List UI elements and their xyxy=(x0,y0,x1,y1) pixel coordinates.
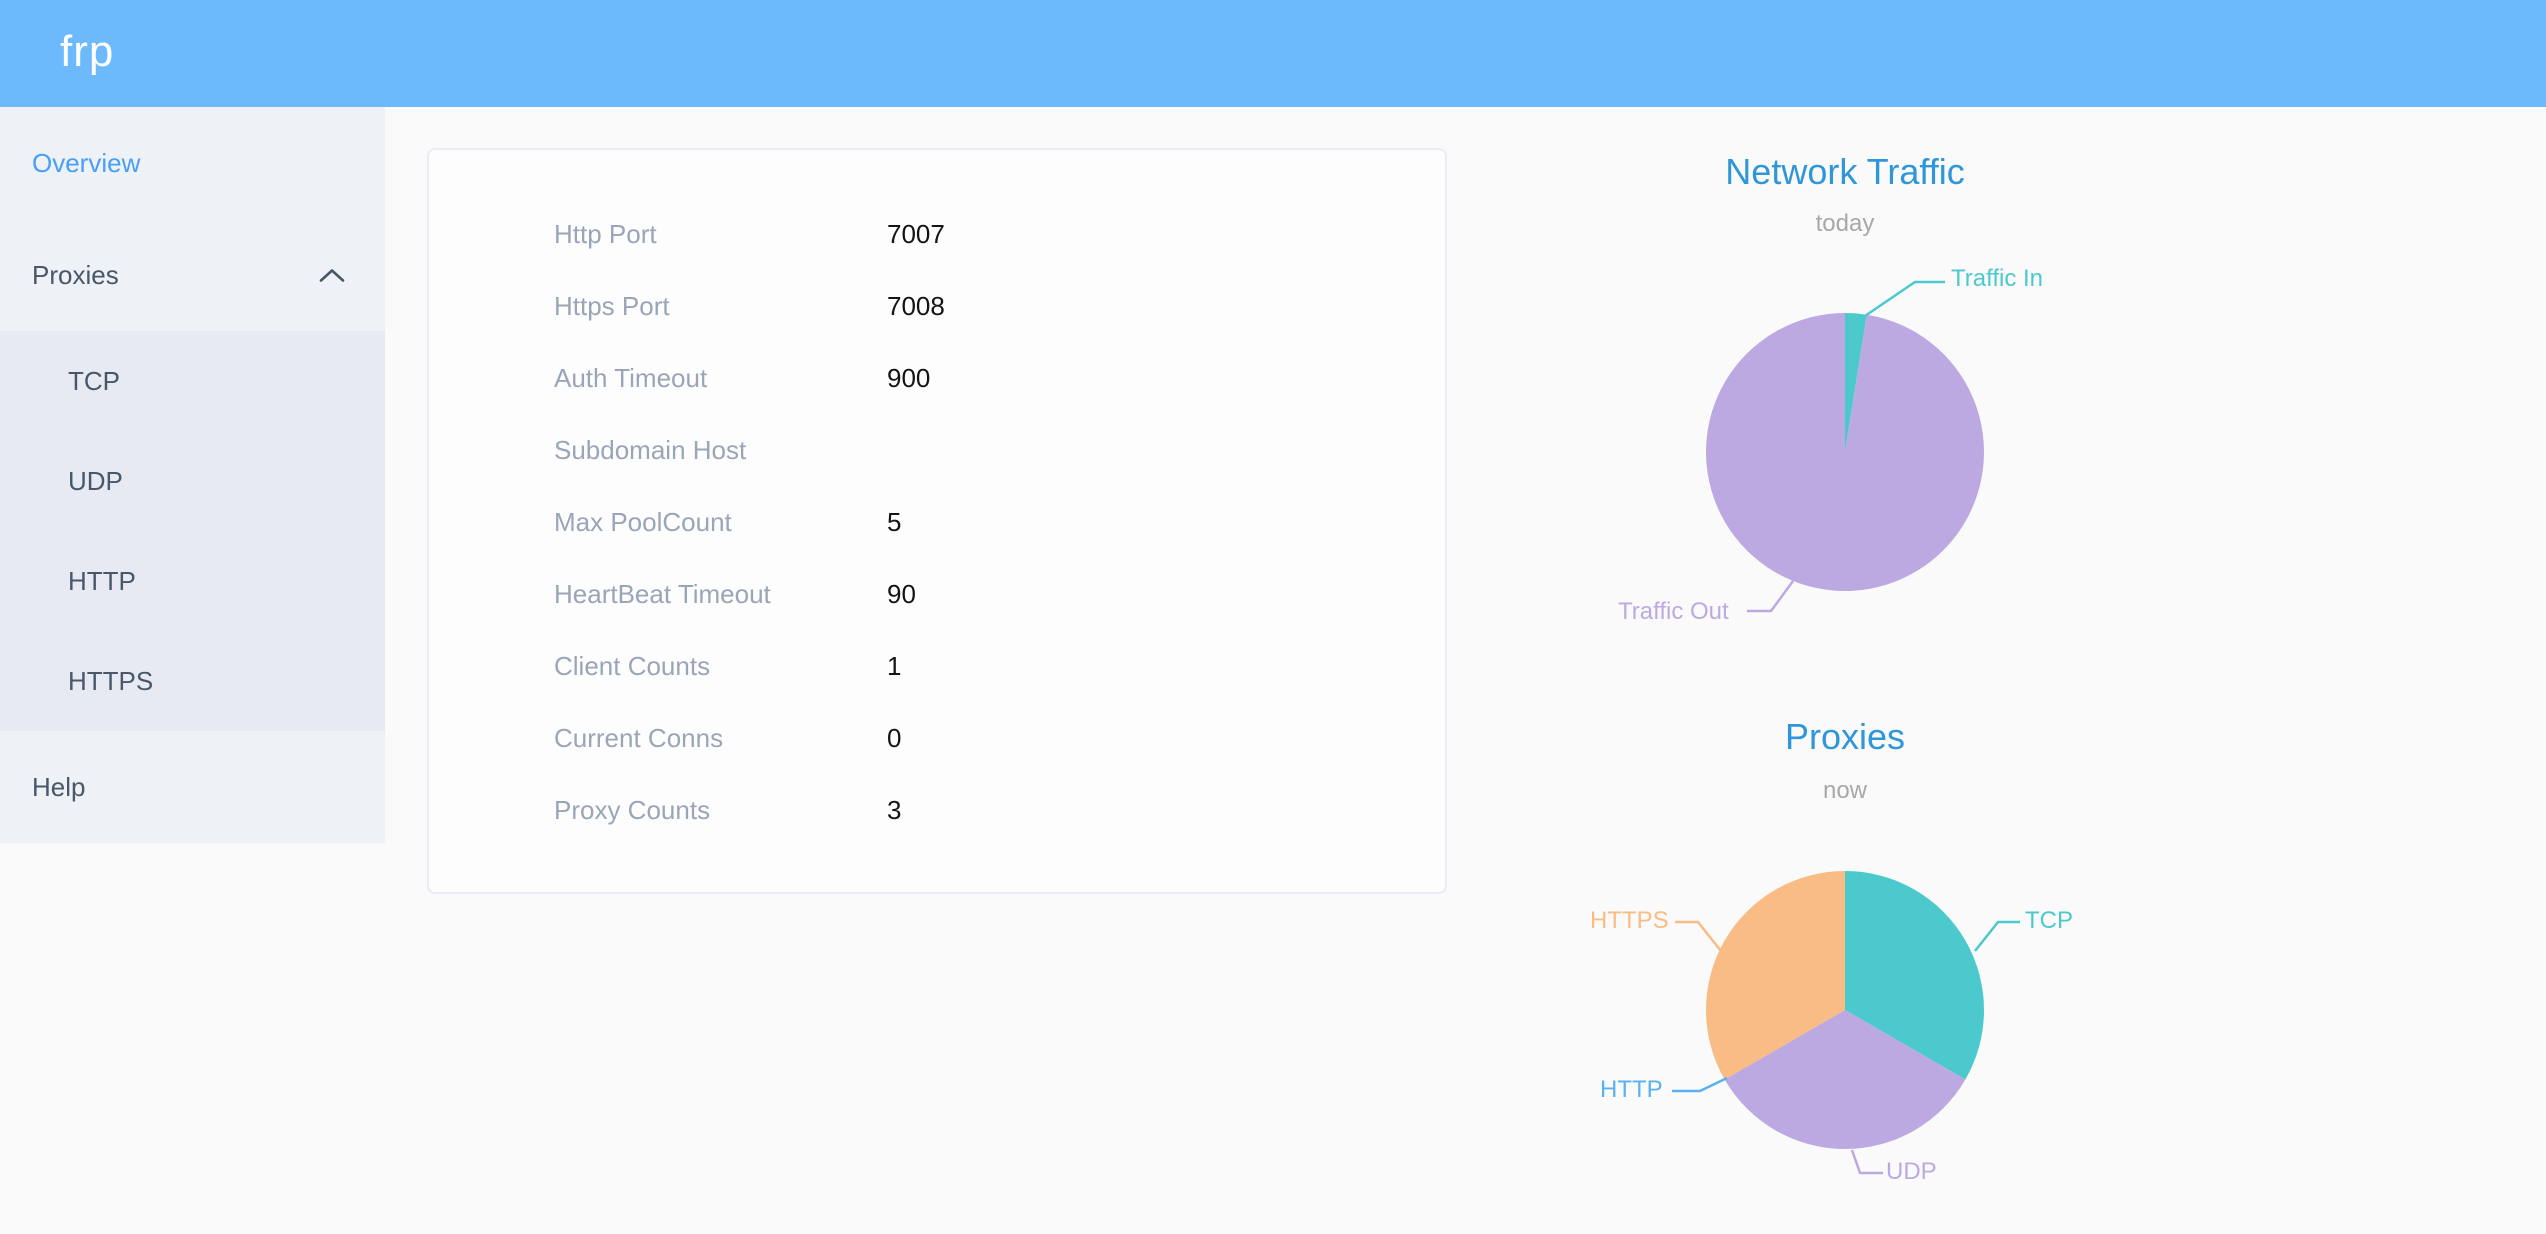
proxies-subtitle: now xyxy=(1822,777,1868,804)
config-row: Https Port 7008 xyxy=(429,270,1445,342)
config-value: 5 xyxy=(887,506,902,537)
config-label: Auth Timeout xyxy=(554,362,708,393)
config-row: Max PoolCount 5 xyxy=(429,486,1445,558)
udp-slice-label: UDP xyxy=(1886,1158,1937,1185)
traffic-in-label: Traffic In xyxy=(1951,265,2044,292)
config-value: 7008 xyxy=(887,290,945,321)
sidebar-item-proxies[interactable]: Proxies xyxy=(0,219,385,331)
proxies-submenu: TCP UDP HTTP HTTPS xyxy=(0,331,385,731)
sidebar-item-label: TCP xyxy=(68,365,120,396)
config-value: 7007 xyxy=(887,218,945,249)
config-value: 90 xyxy=(887,578,916,609)
config-value: 1 xyxy=(887,650,902,681)
proxies-pie-chart[interactable] xyxy=(1705,870,1985,1150)
sidebar-item-help[interactable]: Help xyxy=(0,731,385,843)
sidebar-item-http[interactable]: HTTP xyxy=(0,531,385,631)
config-label: Subdomain Host xyxy=(554,434,747,465)
server-info-card: Http Port 7007 Https Port 7008 Auth Time… xyxy=(427,148,1447,894)
proxies-title: Proxies xyxy=(1784,716,1906,757)
config-row: Subdomain Host xyxy=(429,414,1445,486)
tcp-slice-label: TCP xyxy=(2025,907,2073,934)
config-row: Auth Timeout 900 xyxy=(429,342,1445,414)
sidebar: Overview Proxies TCP UDP HTTP HTTPS Help xyxy=(0,107,385,843)
config-row: HeartBeat Timeout 90 xyxy=(429,558,1445,630)
network-traffic-subtitle: today xyxy=(1815,210,1875,237)
sidebar-item-label: Overview xyxy=(32,147,141,178)
config-row: Http Port 7007 xyxy=(429,198,1445,270)
config-label: Https Port xyxy=(554,290,670,321)
network-traffic-pie-chart[interactable] xyxy=(1705,312,1985,592)
traffic-out-label: Traffic Out xyxy=(1618,598,1729,625)
sidebar-item-label: HTTP xyxy=(68,565,136,596)
https-slice-label: HTTPS xyxy=(1590,907,1669,934)
sidebar-item-label: HTTPS xyxy=(68,665,154,696)
config-label: Client Counts xyxy=(554,650,711,681)
chevron-up-icon[interactable] xyxy=(319,268,345,283)
sidebar-item-overview[interactable]: Overview xyxy=(0,107,385,219)
config-value: 0 xyxy=(887,722,902,753)
network-traffic-title: Network Traffic xyxy=(1725,151,1965,192)
sidebar-item-tcp[interactable]: TCP xyxy=(0,331,385,431)
udp-label-line xyxy=(1850,1149,1883,1175)
config-value: 3 xyxy=(887,794,902,825)
sidebar-item-label: Help xyxy=(32,771,86,802)
config-label: HeartBeat Timeout xyxy=(554,578,771,609)
config-value: 900 xyxy=(887,362,931,393)
sidebar-item-label: UDP xyxy=(68,465,123,496)
config-label: Proxy Counts xyxy=(554,794,711,825)
config-label: Current Conns xyxy=(554,722,724,753)
config-row: Current Conns 0 xyxy=(429,702,1445,774)
sidebar-item-udp[interactable]: UDP xyxy=(0,431,385,531)
app-logo: frp xyxy=(60,27,115,76)
config-row: Client Counts 1 xyxy=(429,630,1445,702)
http-slice-label: HTTP xyxy=(1600,1076,1663,1103)
sidebar-item-label: Proxies xyxy=(32,259,119,290)
app-header: frp xyxy=(0,0,2546,107)
sidebar-item-https[interactable]: HTTPS xyxy=(0,631,385,731)
config-label: Http Port xyxy=(554,218,657,249)
config-row: Proxy Counts 3 xyxy=(429,774,1445,846)
config-label: Max PoolCount xyxy=(554,506,732,537)
